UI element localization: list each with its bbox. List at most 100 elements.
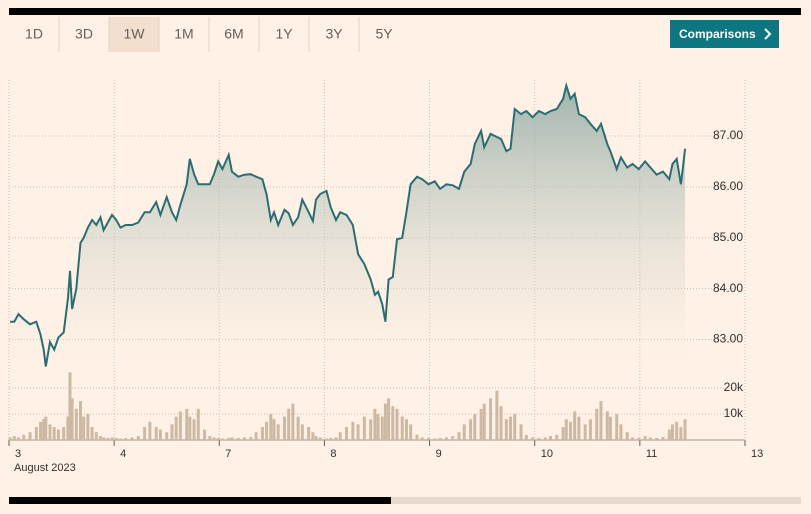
volume-bar (185, 408, 189, 440)
range-button[interactable]: 3Y (325, 26, 343, 42)
comparisons-button[interactable]: Comparisons (670, 20, 779, 48)
volume-bar (82, 416, 86, 440)
volume-bar (124, 437, 128, 440)
volume-bar (318, 437, 322, 440)
volume-bar (683, 419, 687, 440)
volume-bar (265, 421, 269, 440)
scroll-thumb[interactable] (9, 497, 391, 504)
volume-bar (608, 416, 612, 440)
volume-bar (376, 414, 380, 440)
x-tick-label: 13 (751, 448, 763, 460)
volume-bar (630, 437, 634, 440)
range-button[interactable]: 3D (75, 26, 93, 42)
volume-bar (513, 414, 517, 440)
volume-bar (90, 427, 94, 440)
volume-bar (583, 424, 587, 440)
volume-bar (118, 438, 122, 440)
volume-bar (154, 427, 158, 440)
x-tick-label: 8 (330, 448, 336, 460)
volume-bar (577, 416, 581, 440)
volume-bar (158, 429, 162, 440)
volume-bar (174, 416, 178, 440)
range-button[interactable]: 1D (25, 26, 43, 42)
volume-bar (420, 437, 424, 440)
volume-bar (287, 408, 291, 440)
y-tick-label: 87.00 (713, 128, 743, 142)
volume-bar (70, 398, 74, 440)
volume-bar (387, 398, 391, 440)
volume-bar (504, 419, 508, 440)
volume-bar (282, 416, 286, 440)
volume-bar (102, 437, 106, 440)
volume-bar (74, 408, 78, 440)
volume-bar (212, 437, 216, 440)
volume-bar (537, 437, 541, 440)
button-bg[interactable] (670, 20, 779, 48)
volume-bar (208, 436, 212, 440)
range-button[interactable]: 1Y (275, 26, 293, 42)
volume-bar (462, 424, 466, 440)
volume-bar (599, 401, 603, 440)
volume-bar (230, 437, 234, 440)
x-tick-label: 11 (646, 448, 657, 460)
y-tick-label: 85.00 (713, 230, 743, 244)
volume-bar (451, 436, 455, 440)
range-button[interactable]: 6M (224, 26, 243, 42)
volume-bar (48, 424, 52, 440)
volume-bar (136, 436, 140, 440)
volume-bar (415, 434, 419, 440)
volume-bar (675, 421, 679, 440)
volume-bar (66, 416, 70, 440)
button-label[interactable]: Comparisons (679, 27, 756, 41)
volume-bar (345, 427, 349, 440)
volume-bar (338, 432, 342, 440)
x-tick-label: 10 (541, 448, 553, 460)
volume-bar (564, 419, 568, 440)
volume-bar (329, 437, 333, 440)
volume-bar (655, 437, 659, 440)
volume-bar (588, 419, 592, 440)
volume-bar (300, 424, 304, 440)
volume-bar (260, 427, 264, 440)
range-button[interactable]: 1M (174, 26, 193, 42)
volume-bar (192, 419, 196, 440)
range-button[interactable]: 5Y (375, 26, 393, 42)
y2-tick-label: 10k (724, 406, 744, 420)
volume-bar (433, 438, 437, 440)
volume-bar (548, 436, 552, 440)
price-line (10, 81, 687, 367)
volume-bar (243, 437, 247, 440)
volume-bar (482, 403, 486, 440)
top-bar (9, 8, 801, 15)
volume-bar (400, 416, 404, 440)
volume-bar (52, 427, 56, 440)
volume-bar (86, 414, 90, 440)
volume-bar (667, 429, 671, 440)
volume-bar (661, 436, 665, 440)
volume-bar (531, 437, 535, 440)
volume-bar (44, 416, 48, 440)
volume-bar (555, 434, 559, 440)
y-tick-label: 86.00 (713, 179, 743, 193)
volume-bar (615, 414, 619, 440)
volume-bar (427, 437, 431, 440)
volume-bar (356, 424, 360, 440)
volume-bar (236, 437, 240, 440)
volume-bar (489, 398, 493, 440)
volume-bar (473, 414, 477, 440)
volume-bar (216, 437, 220, 440)
scroll-track (9, 497, 801, 504)
volume-bar (395, 408, 399, 440)
chevron[interactable] (764, 28, 772, 40)
x-tick-label: 9 (436, 448, 442, 460)
volume-bar (272, 419, 276, 440)
volume-bar (457, 432, 461, 440)
chart: 83.00 84.00 85.00 86.00 87.00 10k 20k 3 4 7 8 9 10 11… (8, 80, 763, 474)
range-buttons: 1D 3D 1W 1M 6M 1Y 3Y 5Y (25, 17, 393, 52)
volume-bar (670, 424, 674, 440)
range-button[interactable]: 1W (124, 26, 146, 42)
x-tick-label: 3 (15, 448, 21, 460)
volume-bar (573, 411, 577, 440)
volume-bar (509, 416, 513, 440)
volume-bar (254, 432, 258, 440)
